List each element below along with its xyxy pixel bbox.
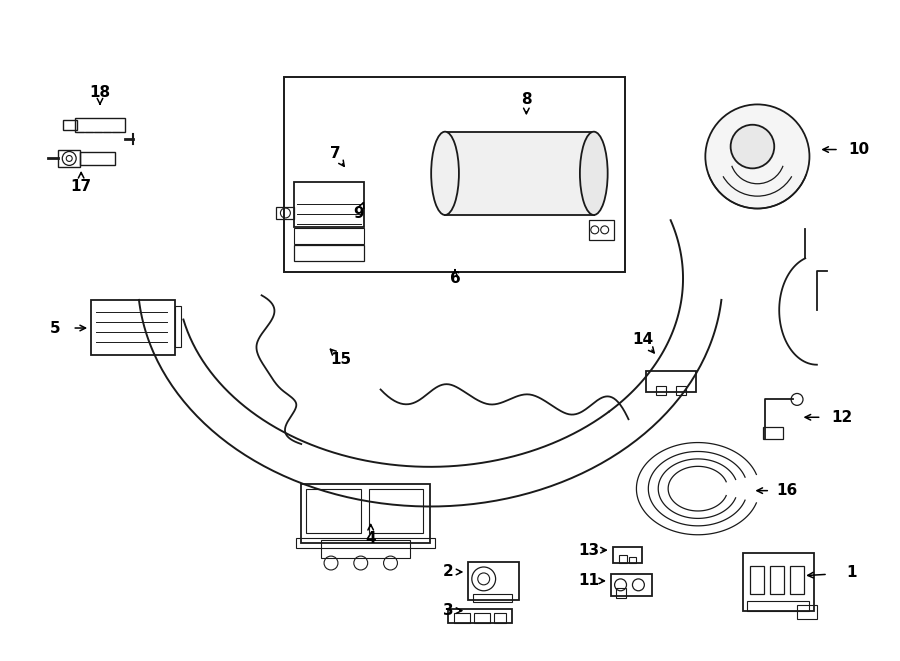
Ellipse shape: [431, 132, 459, 215]
Bar: [63, 120, 77, 130]
Bar: [80, 151, 115, 165]
Text: 1: 1: [846, 565, 857, 580]
Bar: [91, 300, 176, 355]
Bar: [770, 566, 784, 594]
Bar: [742, 553, 814, 611]
Bar: [302, 484, 430, 543]
Text: 11: 11: [579, 573, 599, 588]
Text: 15: 15: [330, 352, 352, 368]
Text: 3: 3: [443, 603, 454, 618]
Text: 17: 17: [70, 178, 92, 194]
Text: 8: 8: [521, 93, 532, 108]
Bar: [610, 574, 652, 596]
Text: 12: 12: [831, 410, 852, 425]
Bar: [445, 132, 594, 215]
Bar: [294, 182, 364, 227]
Bar: [454, 613, 470, 623]
Bar: [369, 488, 423, 533]
Bar: [294, 228, 364, 244]
Text: 5: 5: [50, 321, 60, 336]
Bar: [306, 488, 361, 533]
Bar: [296, 538, 435, 548]
Bar: [629, 557, 636, 563]
Bar: [321, 540, 410, 558]
Bar: [472, 594, 512, 602]
Bar: [676, 385, 686, 395]
Bar: [763, 427, 783, 439]
Bar: [613, 547, 643, 563]
Bar: [468, 562, 519, 600]
Bar: [618, 555, 626, 563]
Text: 9: 9: [354, 206, 364, 221]
Bar: [473, 613, 490, 623]
Text: 13: 13: [579, 543, 599, 558]
Bar: [493, 613, 506, 623]
Bar: [76, 118, 125, 132]
Text: 4: 4: [365, 531, 376, 546]
Bar: [790, 566, 804, 594]
Ellipse shape: [706, 104, 809, 208]
Bar: [797, 605, 817, 619]
Bar: [589, 220, 614, 240]
Text: 16: 16: [777, 483, 797, 498]
Bar: [448, 609, 512, 623]
Bar: [748, 601, 809, 611]
Bar: [616, 588, 625, 598]
Text: 6: 6: [450, 271, 460, 286]
Circle shape: [731, 125, 774, 169]
Bar: [284, 77, 625, 272]
Text: 10: 10: [848, 142, 869, 157]
Bar: [294, 245, 364, 260]
Ellipse shape: [580, 132, 608, 215]
Bar: [646, 371, 696, 393]
Bar: [176, 306, 181, 347]
Text: 18: 18: [89, 85, 111, 100]
Bar: [656, 385, 666, 395]
Text: 2: 2: [443, 564, 454, 580]
Bar: [276, 207, 294, 219]
Bar: [751, 566, 764, 594]
Text: 14: 14: [633, 332, 654, 348]
Bar: [58, 149, 80, 167]
Text: 7: 7: [329, 146, 340, 161]
